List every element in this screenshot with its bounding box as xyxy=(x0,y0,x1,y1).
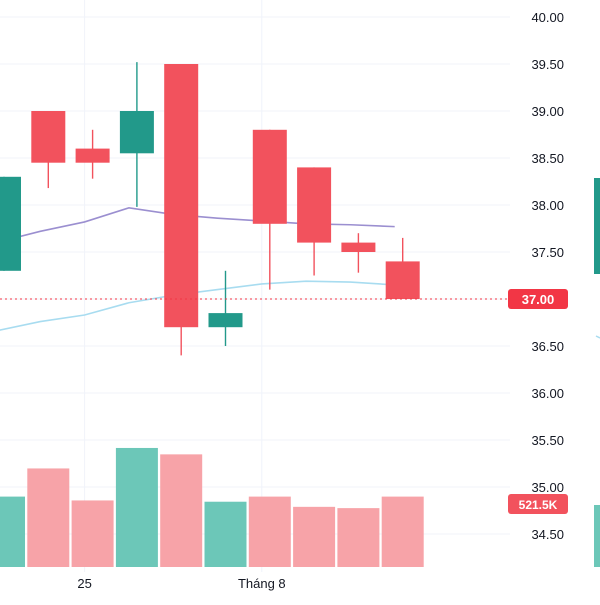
candle xyxy=(31,111,66,189)
candle-body xyxy=(164,64,199,328)
candle-layer xyxy=(0,62,420,356)
volume-bar xyxy=(0,496,25,567)
right-edge-partial-chart xyxy=(594,178,600,567)
candle xyxy=(341,233,376,273)
volume-bar xyxy=(115,447,158,567)
y-tick-label: 37.50 xyxy=(531,245,564,260)
x-tick-label: 25 xyxy=(77,576,91,591)
x-tick-label: Tháng 8 xyxy=(238,576,286,591)
y-tick-label: 38.50 xyxy=(531,151,564,166)
price-axis[interactable]: 40.00 39.50 39.00 38.50 38.00 37.50 37.00 36.50… xyxy=(508,10,568,542)
volume-bar xyxy=(381,496,424,567)
edge-volume-bar xyxy=(594,505,600,567)
y-tick-label: 35.50 xyxy=(531,433,564,448)
volume-badge xyxy=(508,494,568,514)
y-tick-label: 40.00 xyxy=(531,10,564,25)
volume-bar xyxy=(160,454,203,567)
candle xyxy=(0,176,21,271)
y-tick-label: 35.00 xyxy=(531,480,564,495)
candle-body xyxy=(75,148,110,163)
edge-candle-body xyxy=(594,178,600,274)
time-axis[interactable]: 25 Tháng 8 xyxy=(77,576,285,591)
candle-body xyxy=(341,242,376,252)
edge-ma-line xyxy=(595,335,600,339)
y-tick-label: 39.50 xyxy=(531,57,564,72)
candle-body xyxy=(119,111,154,154)
volume-bar xyxy=(71,500,114,567)
volume-label: 521.5K xyxy=(519,498,558,512)
volume-bar xyxy=(27,468,70,567)
current-price-label: 37.00 xyxy=(522,292,555,307)
candle xyxy=(75,129,110,179)
candle-body xyxy=(31,111,66,163)
candle xyxy=(252,129,287,290)
candle-body xyxy=(385,261,420,299)
volume-bar xyxy=(204,501,247,567)
volume-layer xyxy=(0,447,424,567)
grid-layer xyxy=(0,0,510,572)
y-tick-label: 39.00 xyxy=(531,104,564,119)
candle xyxy=(119,62,154,207)
volume-bar xyxy=(337,508,380,567)
volume-bar xyxy=(293,506,336,567)
volume-bar xyxy=(248,496,291,567)
y-tick-label: 38.00 xyxy=(531,198,564,213)
candle-body xyxy=(0,176,21,271)
candle-body xyxy=(208,313,243,328)
candle-body xyxy=(252,129,287,224)
current-price-badge xyxy=(508,289,568,309)
y-tick-label: 36.50 xyxy=(531,339,564,354)
candle-body xyxy=(297,167,332,243)
candle xyxy=(385,237,420,299)
candle xyxy=(208,270,243,346)
y-tick-label: 34.50 xyxy=(531,527,564,542)
candle xyxy=(164,64,199,356)
candle xyxy=(297,167,332,276)
y-tick-label: 36.00 xyxy=(531,386,564,401)
